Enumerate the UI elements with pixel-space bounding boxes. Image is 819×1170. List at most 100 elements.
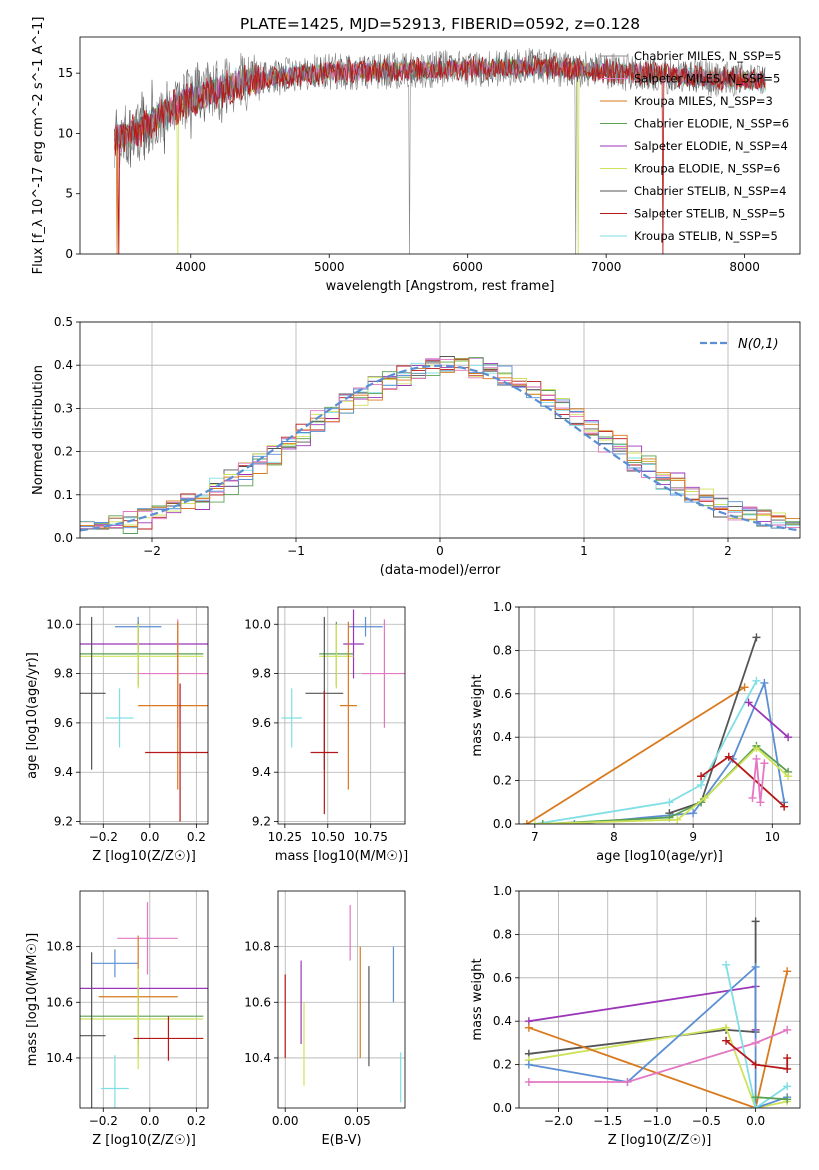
y-tick-label: 10.8: [244, 940, 271, 954]
mass-weight-line: [528, 1026, 788, 1108]
data-point: [343, 609, 364, 679]
mass-weight-marker: [722, 1036, 731, 1045]
y-tick-label: 9.8: [252, 667, 271, 681]
data-point: [117, 902, 178, 975]
mass-weight-marker: [752, 633, 761, 642]
y-tick-label: 1.0: [493, 600, 512, 614]
legend-entry: N(0,1): [738, 337, 779, 352]
x-tick-label: 0.05: [344, 1114, 371, 1128]
age-vs-mass-panel: 10.25 10.50 10.75 9.2 9.4 9.6 9.8 10.0 mass [log…: [244, 606, 408, 864]
x-tick-label: 8000: [729, 260, 760, 274]
mass-weight-marker: [783, 1064, 792, 1073]
plot-area: [281, 609, 405, 815]
plot-area: [114, 47, 766, 254]
x-tick-label: 5000: [314, 260, 345, 274]
mass-weight-marker: [751, 1104, 760, 1108]
mass-weight-marker: [665, 798, 674, 807]
data-point: [80, 624, 204, 689]
mass-weight-marker: [740, 683, 749, 692]
spectrum-panel: 4000 5000 6000 7000 8000 0 5 10 15 wavelength [An…: [31, 17, 801, 294]
y-tick-label: 0.2: [54, 445, 73, 459]
figure-title: PLATE=1425, MJD=52913, FIBERID=0592, z=0…: [240, 15, 640, 33]
x-tick-label: 0.0: [140, 1114, 159, 1128]
y-tick-label: 0: [65, 247, 73, 261]
x-tick-label: 0.2: [187, 830, 206, 844]
legend-entry: Kroupa STELIB, N_SSP=5: [634, 229, 778, 243]
y-tick-label: 0.4: [493, 730, 512, 744]
mass-weight-line: [725, 1040, 789, 1070]
mass-weight-marker: [784, 733, 793, 742]
legend: N(0,1): [700, 337, 779, 352]
data-point: [138, 621, 208, 790]
mass-weight-marker: [623, 1077, 632, 1086]
x-tick-label: 10.25: [268, 830, 302, 844]
mass-weight-line: [534, 680, 758, 824]
mass-weight-marker: [783, 1082, 792, 1091]
mass-weight-line: [574, 679, 786, 824]
mass-weight-line: [725, 964, 788, 1108]
y-axis-label: Flux [f_λ 10^-17 erg cm^-2 s^-1 A^-1]: [31, 17, 46, 275]
mass-weight-line: [528, 921, 757, 1055]
x-tick-label: 2: [724, 544, 732, 558]
x-axis-label: wavelength [Angstrom, rest frame]: [326, 279, 555, 294]
mass-weight-marker: [530, 820, 539, 824]
y-tick-label: 10: [58, 126, 73, 140]
y-tick-label: 0.1: [54, 488, 73, 502]
mass-weight-marker: [752, 744, 761, 753]
y-tick-label: 9.4: [54, 765, 73, 779]
x-tick-label: 10.75: [353, 830, 387, 844]
y-axis-label: mass [log10(M/M☉)]: [25, 933, 40, 1066]
mass-weight-marker: [752, 676, 761, 685]
legend-entry: Chabrier MILES, N_SSP=5: [634, 49, 781, 63]
mass-weight-marker: [752, 754, 761, 763]
y-tick-label: 9.6: [54, 716, 73, 730]
axes-frame: [79, 890, 209, 1109]
mass-weight-marker: [673, 815, 682, 824]
y-tick-label: 5: [65, 187, 73, 201]
y-tick-label: 0.3: [54, 401, 73, 415]
mass-weight-marker: [783, 1054, 792, 1063]
x-tick-label: 0: [436, 544, 444, 558]
y-tick-label: 9.4: [252, 765, 271, 779]
mass-weight-marker: [783, 967, 792, 976]
x-tick-label: 7000: [591, 260, 622, 274]
mass-weight-marker: [697, 772, 706, 781]
data-point: [281, 688, 303, 748]
x-tick-label: 0.2: [187, 1114, 206, 1128]
y-tick-label: 0.8: [493, 643, 512, 657]
mass-weight-line: [747, 701, 789, 738]
mass-weight-marker: [783, 1025, 792, 1034]
axes-frame: [277, 606, 406, 825]
legend-entry: Chabrier STELIB, N_SSP=4: [634, 184, 786, 198]
plot-area: [524, 917, 792, 1108]
data-point: [80, 952, 106, 1108]
data-point: [105, 688, 134, 748]
y-tick-label: 15: [58, 66, 73, 80]
y-tick-label: 10.4: [244, 1051, 271, 1065]
x-tick-label: −0.2: [89, 830, 118, 844]
axes-frame: [518, 606, 801, 825]
mass-weight-marker: [751, 1093, 760, 1102]
y-tick-label: 0.8: [493, 927, 512, 941]
data-point: [80, 616, 106, 770]
spectrum-line: [114, 55, 766, 254]
y-tick-label: 10.0: [46, 617, 73, 631]
mass-weight-line: [755, 1096, 788, 1101]
y-axis-label: mass weight: [470, 958, 485, 1040]
y-tick-label: 10.6: [244, 995, 271, 1009]
mass-weight-marker: [748, 793, 757, 802]
mass-weight-line: [528, 971, 789, 1108]
age-vs-metallicity-panel: −0.2 0.0 0.2 9.2 9.4 9.6 9.8 10.0 Z [log10(Z/Z☉)…: [25, 606, 209, 864]
x-tick-label: −0.5: [692, 1114, 721, 1128]
mass-weight-marker: [780, 802, 789, 811]
mass-weight-marker: [722, 960, 731, 969]
mass-weight-marker: [524, 1060, 533, 1069]
mass-weight-line: [751, 758, 766, 803]
mass-weight-marker: [522, 820, 531, 824]
x-axis-label: (data-model)/error: [380, 563, 501, 578]
y-tick-label: 9.8: [54, 667, 73, 681]
x-tick-label: 0.0: [140, 830, 159, 844]
x-tick-label: 1: [580, 544, 588, 558]
y-axis-label: mass weight: [470, 674, 485, 756]
mass-weight-marker: [751, 917, 760, 926]
